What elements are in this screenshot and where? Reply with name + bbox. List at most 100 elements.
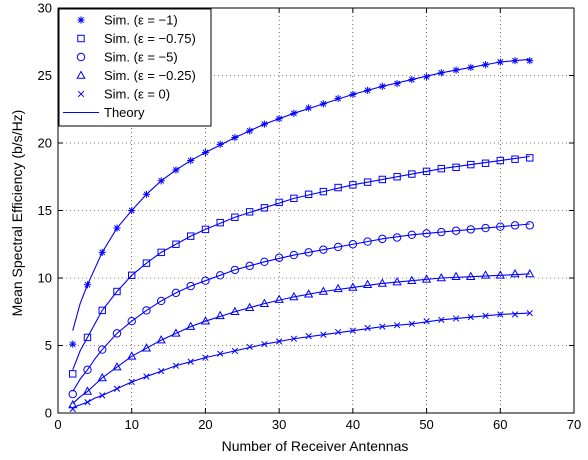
x-tick-label: 60: [493, 417, 507, 432]
data-point-square: [408, 170, 416, 178]
data-point-circle: [333, 242, 343, 252]
data-point-asterisk: [496, 58, 504, 66]
x-tick-label: 70: [567, 417, 581, 432]
data-point-circle: [112, 329, 122, 338]
data-point-square: [526, 154, 534, 162]
data-point-square: [245, 208, 254, 216]
data-point-circle: [83, 365, 92, 374]
data-point-triangle: [171, 328, 181, 337]
data-point-x: [438, 316, 445, 324]
data-point-circle: [98, 345, 107, 354]
legend: Sim. (ε = −1) Sim. (ε = −0.75) Sim. (ε = −…: [58, 8, 212, 127]
y-tick-label: 20: [38, 136, 52, 151]
data-point-x: [275, 338, 283, 345]
data-point-x: [305, 332, 312, 340]
data-point-asterisk: [408, 75, 416, 84]
data-point-x: [364, 324, 371, 332]
theory-line-5: [72, 312, 530, 409]
data-point-asterisk: [98, 248, 106, 256]
data-point-triangle: [274, 294, 284, 303]
data-point-triangle: [510, 268, 520, 278]
data-point-triangle: [200, 316, 211, 325]
y-tick-label: 5: [45, 338, 52, 353]
y-tick-label: 30: [38, 1, 52, 16]
data-point-square: [98, 306, 106, 315]
data-point-circle: [510, 221, 520, 230]
y-axis-label: Mean Spectral Efficiency (b/s/Hz): [9, 110, 25, 317]
data-point-asterisk: [157, 177, 165, 185]
data-point-x: [99, 392, 106, 399]
data-point-circle: [142, 306, 151, 315]
data-point-asterisk: [511, 57, 519, 65]
data-point-circle: [437, 227, 446, 237]
x-tick-label: 0: [54, 417, 61, 432]
data-point-triangle: [421, 274, 432, 283]
data-point-asterisk: [393, 80, 401, 88]
data-point-triangle: [230, 306, 240, 316]
data-point-x: [231, 347, 239, 355]
legend-label: Sim. (ε = 0): [104, 87, 170, 102]
data-point-square: [378, 175, 387, 184]
data-point-x: [511, 311, 519, 318]
data-point-triangle: [97, 372, 107, 382]
data-point-x: [187, 358, 194, 365]
data-point-square: [157, 248, 165, 257]
data-point-circle: [68, 389, 77, 399]
data-point-square: [334, 183, 342, 192]
data-point-asterisk: [113, 224, 121, 232]
data-point-asterisk: [452, 66, 460, 74]
data-point-square: [304, 190, 313, 199]
data-point-circle: [260, 257, 269, 266]
y-tick-label: 0: [45, 406, 52, 421]
data-point-circle: [319, 245, 328, 254]
data-point-triangle: [466, 271, 476, 280]
data-point-circle: [348, 240, 358, 249]
x-tick-label: 50: [419, 417, 433, 432]
legend-label: Sim. (ε = −0.25): [104, 68, 196, 83]
x-tick-label: 30: [272, 417, 286, 432]
data-point-asterisk: [260, 120, 268, 128]
data-point-triangle: [318, 286, 329, 295]
data-point-triangle: [215, 310, 225, 320]
data-point-square: [319, 187, 328, 196]
data-point-triangle: [303, 289, 314, 298]
data-point-square: [393, 173, 401, 181]
data-point-asterisk: [422, 73, 431, 81]
data-point-circle: [274, 253, 284, 262]
data-point-x: [246, 343, 253, 351]
legend-marker-triangle: [76, 70, 86, 79]
data-point-asterisk: [172, 166, 180, 174]
data-point-asterisk: [83, 281, 92, 289]
data-point-circle: [230, 265, 240, 275]
data-point-triangle: [407, 275, 417, 284]
data-point-circle: [378, 234, 387, 244]
data-point-circle: [171, 288, 181, 298]
data-point-asterisk: [128, 206, 136, 215]
data-point-triangle: [436, 272, 446, 282]
data-point-triangle: [333, 283, 343, 293]
data-point-square: [467, 160, 475, 169]
data-point-circle: [215, 271, 225, 280]
data-point-square: [113, 287, 121, 296]
data-point-x: [467, 313, 474, 321]
data-point-asterisk: [319, 100, 327, 108]
legend-label: Theory: [104, 105, 145, 120]
data-point-x: [526, 309, 533, 317]
data-point-square: [452, 163, 460, 172]
theory-line-2: [72, 155, 530, 370]
data-point-asterisk: [201, 148, 210, 157]
data-point-circle: [201, 276, 210, 285]
legend-marker-x: [77, 90, 85, 98]
y-tick-label: 25: [38, 68, 52, 83]
data-point-triangle: [348, 282, 358, 291]
data-point-asterisk: [349, 90, 357, 98]
data-point-square: [142, 259, 151, 267]
data-point-x: [217, 350, 224, 357]
data-point-circle: [525, 221, 534, 230]
data-point-triangle: [495, 270, 505, 279]
data-point-square: [69, 370, 77, 378]
legend-marker-circle: [76, 52, 86, 62]
data-point-asterisk: [275, 115, 283, 123]
legend-marker-square: [77, 34, 85, 43]
data-point-circle: [481, 223, 490, 233]
